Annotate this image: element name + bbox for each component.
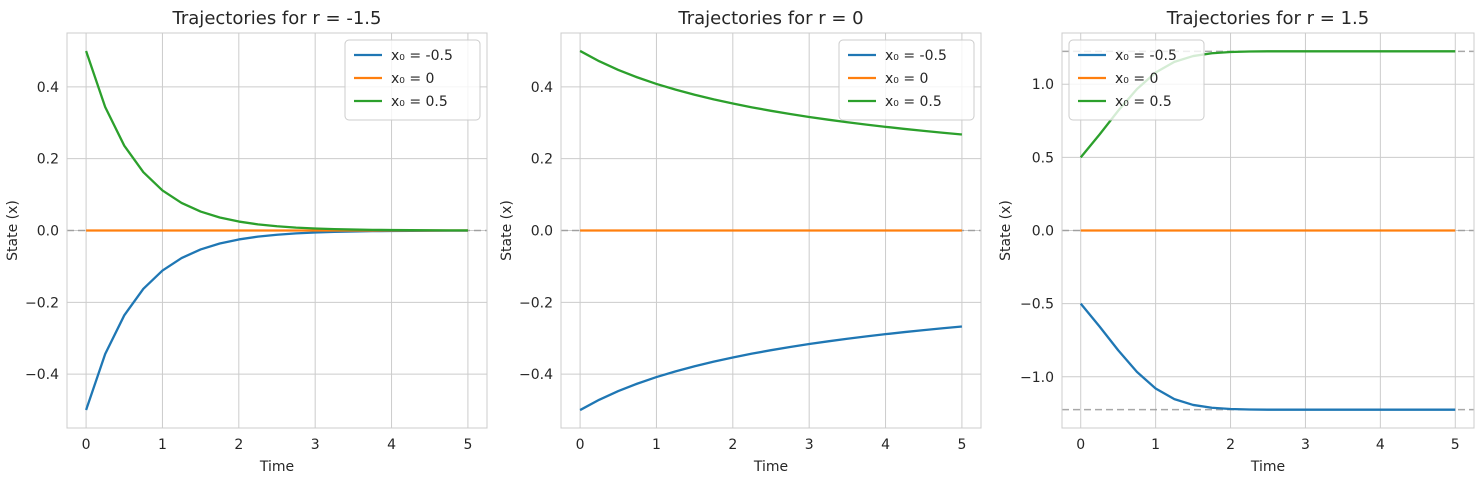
x-tick-label: 4 [881,437,890,453]
y-tick-label: 1.0 [1032,77,1054,93]
series-line-1 [1079,302,1456,411]
x-tick-label: 3 [1301,437,1310,453]
legend-entry-1: x₀ = -0.5 [1115,48,1177,64]
y-axis-label: State (x) [499,200,515,261]
x-tick-label: 5 [957,437,966,453]
legend-entry-3: x₀ = 0.5 [1115,94,1172,110]
y-tick-label: −0.5 [1020,297,1054,313]
y-tick-label: −0.2 [25,295,59,311]
series-line-3 [579,49,963,136]
y-tick-label: 0.0 [531,224,553,240]
x-tick-label: 3 [805,437,814,453]
subplot-3: 0 1 2 3 4 5 −1.0 −0.5 0.0 0.5 1.0 Trajectories for … [998,8,1475,475]
x-tick-label: 3 [311,437,320,453]
subplot-2: 0 1 2 3 4 5 −0.4 −0.2 0.0 0.2 0.4 Trajectories for … [499,8,982,475]
chart-title: Trajectories for r = 0 [677,8,863,29]
legend-entry-2: x₀ = 0 [391,71,434,87]
legend-entry-2: x₀ = 0 [1115,71,1158,87]
x-axis-label: Time [1250,459,1285,475]
chart-title: Trajectories for r = 1.5 [1166,8,1369,29]
y-tick-label: −0.4 [25,367,59,383]
legend-entry-3: x₀ = 0.5 [391,94,448,110]
x-tick-label: 4 [387,437,396,453]
x-tick-label: 1 [1151,437,1160,453]
x-tick-label: 0 [1076,437,1085,453]
legend-entry-1: x₀ = -0.5 [391,48,453,64]
x-tick-label: 0 [576,437,585,453]
legend-entry-1: x₀ = -0.5 [885,48,947,64]
y-tick-label: 0.0 [37,224,59,240]
legend: x₀ = -0.5 x₀ = 0 x₀ = 0.5 [1068,39,1205,121]
axes-frame [66,32,488,429]
y-tick-label: −0.2 [519,295,553,311]
y-tick-label: 0.2 [37,152,59,168]
x-tick-label: 5 [1451,437,1460,453]
y-tick-label: 0.4 [37,80,59,96]
series-line-3 [85,50,468,232]
axes-frame [1061,32,1475,429]
x-axis-label: Time [753,459,788,475]
x-tick-label: 2 [1226,437,1235,453]
x-tick-label: 4 [1376,437,1385,453]
x-tick-label: 5 [463,437,472,453]
legend: x₀ = -0.5 x₀ = 0 x₀ = 0.5 [838,39,975,121]
y-axis-label: State (x) [998,200,1014,261]
series-line-1 [579,325,963,412]
y-tick-label: 0.5 [1032,150,1054,166]
y-tick-label: 0.4 [531,80,553,96]
subplot-1: 0 1 2 3 4 5 −0.4 −0.2 0.0 0.2 0.4 Trajectories for … [5,8,488,475]
x-tick-label: 0 [82,437,91,453]
x-tick-label: 1 [158,437,167,453]
chart-title: Trajectories for r = -1.5 [172,8,382,29]
y-tick-label: 0.2 [531,152,553,168]
y-axis-label: State (x) [5,200,21,261]
x-axis-label: Time [259,459,294,475]
x-tick-label: 1 [652,437,661,453]
y-tick-label: 0.0 [1032,224,1054,240]
x-tick-label: 2 [728,437,737,453]
axes-frame [560,32,982,429]
legend-entry-3: x₀ = 0.5 [885,94,942,110]
y-tick-label: −1.0 [1020,370,1054,386]
legend-entry-2: x₀ = 0 [885,71,928,87]
x-tick-label: 2 [234,437,243,453]
y-tick-label: −0.4 [519,367,553,383]
legend: x₀ = -0.5 x₀ = 0 x₀ = 0.5 [344,39,481,121]
